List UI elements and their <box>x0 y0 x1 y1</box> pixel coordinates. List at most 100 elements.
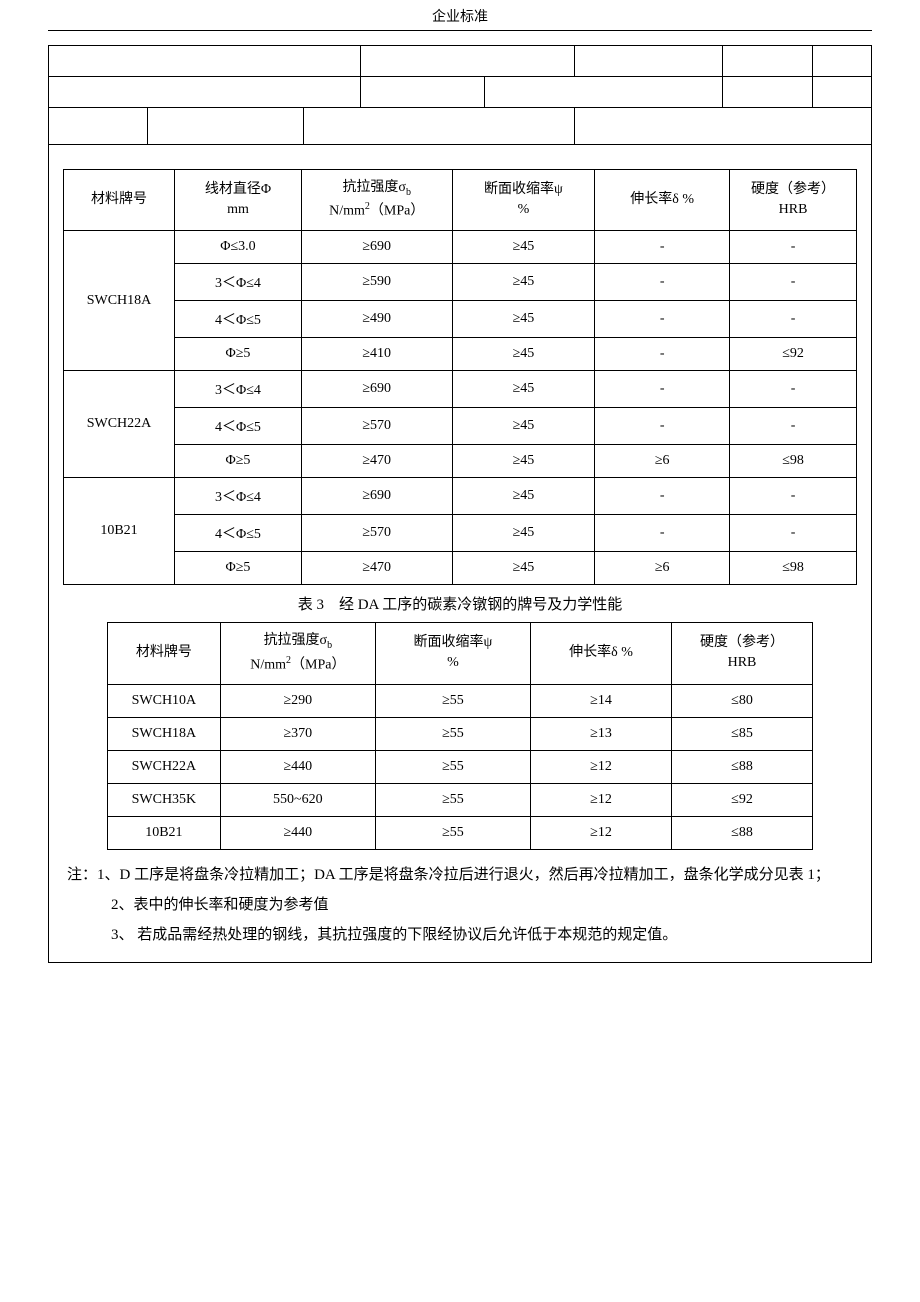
data-cell: ≤98 <box>730 445 857 478</box>
frame-cell <box>575 46 723 76</box>
data-cell: ≥12 <box>530 750 671 783</box>
data-cell: ≥14 <box>530 684 671 717</box>
data-cell: 4＜Φ≤5 <box>175 515 302 552</box>
data-cell: Φ≥5 <box>175 445 302 478</box>
data-cell: Φ≤3.0 <box>175 231 302 264</box>
table-header-cell: 硬度（参考）HRB <box>671 623 812 684</box>
data-cell: - <box>595 264 730 301</box>
data-cell: ≤85 <box>671 717 812 750</box>
note-1: 注：1、D 工序是将盘条冷拉精加工；DA 工序是将盘条冷拉后进行退火，然后再冷拉… <box>67 860 853 890</box>
outer-frame: 材料牌号线材直径Φmm抗拉强度σbN/mm2（MPa）断面收缩率ψ%伸长率δ %… <box>48 45 872 963</box>
data-cell: ≥690 <box>301 371 452 408</box>
data-cell: ≤88 <box>671 816 812 849</box>
material-cell: SWCH22A <box>64 371 175 478</box>
data-cell: - <box>595 338 730 371</box>
data-cell: ≥6 <box>595 552 730 585</box>
data-cell: - <box>730 515 857 552</box>
data-cell: ≥470 <box>301 445 452 478</box>
data-cell: SWCH18A <box>108 717 221 750</box>
table-row: SWCH35K550~620≥55≥12≤92 <box>108 783 813 816</box>
data-cell: ≥6 <box>595 445 730 478</box>
data-cell: ≥290 <box>220 684 375 717</box>
data-cell: ≥12 <box>530 816 671 849</box>
table-header-cell: 断面收缩率ψ% <box>452 170 595 231</box>
frame-cell <box>49 77 361 107</box>
frame-cell <box>723 46 813 76</box>
data-cell: SWCH10A <box>108 684 221 717</box>
frame-cell <box>813 77 871 107</box>
data-cell: Φ≥5 <box>175 338 302 371</box>
data-cell: ≥440 <box>220 816 375 849</box>
data-cell: ≥45 <box>452 552 595 585</box>
page-header: 企业标准 <box>48 0 872 31</box>
data-cell: ≥440 <box>220 750 375 783</box>
data-cell: - <box>730 478 857 515</box>
table-header-cell: 抗拉强度σbN/mm2（MPa） <box>301 170 452 231</box>
frame-cell <box>361 77 484 107</box>
inner-area: 材料牌号线材直径Φmm抗拉强度σbN/mm2（MPa）断面收缩率ψ%伸长率δ %… <box>49 145 871 950</box>
data-cell: 3＜Φ≤4 <box>175 371 302 408</box>
table-row: SWCH18A≥370≥55≥13≤85 <box>108 717 813 750</box>
table-header-cell: 硬度（参考）HRB <box>730 170 857 231</box>
data-cell: ≥45 <box>452 231 595 264</box>
frame-cell <box>148 108 304 144</box>
table-row: SWCH18AΦ≤3.0≥690≥45-- <box>64 231 857 264</box>
data-cell: SWCH35K <box>108 783 221 816</box>
table-row: 3＜Φ≤4≥590≥45-- <box>64 264 857 301</box>
table-3-caption: 表 3 经 DA 工序的碳素冷镦钢的牌号及力学性能 <box>63 585 857 622</box>
data-cell: ≥370 <box>220 717 375 750</box>
table-header-cell: 材料牌号 <box>64 170 175 231</box>
data-cell: ≥12 <box>530 783 671 816</box>
data-cell: - <box>595 371 730 408</box>
data-cell: - <box>595 408 730 445</box>
data-cell: 10B21 <box>108 816 221 849</box>
data-cell: ≥490 <box>301 301 452 338</box>
material-cell: SWCH18A <box>64 231 175 371</box>
data-cell: - <box>730 408 857 445</box>
table-row: Φ≥5≥410≥45-≤92 <box>64 338 857 371</box>
material-cell: 10B21 <box>64 478 175 585</box>
note-3: 3、 若成品需经热处理的钢线，其抗拉强度的下限经协议后允许低于本规范的规定值。 <box>67 920 853 950</box>
frame-cell <box>575 108 871 144</box>
frame-cell <box>49 46 361 76</box>
top-frame-row-1 <box>49 46 871 77</box>
data-cell: ≥410 <box>301 338 452 371</box>
table-header-cell: 断面收缩率ψ% <box>375 623 530 684</box>
data-cell: ≥55 <box>375 684 530 717</box>
data-cell: ≥45 <box>452 301 595 338</box>
data-cell: ≥45 <box>452 515 595 552</box>
data-cell: ≥13 <box>530 717 671 750</box>
table-3: 材料牌号抗拉强度σbN/mm2（MPa）断面收缩率ψ%伸长率δ %硬度（参考）H… <box>107 622 813 849</box>
frame-cell <box>304 108 575 144</box>
data-cell: ≥45 <box>452 408 595 445</box>
table-header-cell: 线材直径Φmm <box>175 170 302 231</box>
data-cell: 3＜Φ≤4 <box>175 478 302 515</box>
data-cell: SWCH22A <box>108 750 221 783</box>
table-row: Φ≥5≥470≥45≥6≤98 <box>64 552 857 585</box>
data-cell: 3＜Φ≤4 <box>175 264 302 301</box>
data-cell: ≤80 <box>671 684 812 717</box>
table-row: 4＜Φ≤5≥490≥45-- <box>64 301 857 338</box>
note-2: 2、表中的伸长率和硬度为参考值 <box>67 890 853 920</box>
table-row: 10B213＜Φ≤4≥690≥45-- <box>64 478 857 515</box>
table-row: 10B21≥440≥55≥12≤88 <box>108 816 813 849</box>
data-cell: Φ≥5 <box>175 552 302 585</box>
data-cell: - <box>595 301 730 338</box>
table-header-cell: 材料牌号 <box>108 623 221 684</box>
notes-block: 注：1、D 工序是将盘条冷拉精加工；DA 工序是将盘条冷拉后进行退火，然后再冷拉… <box>63 850 857 950</box>
data-cell: ≥590 <box>301 264 452 301</box>
frame-cell <box>49 108 148 144</box>
data-cell: ≥45 <box>452 338 595 371</box>
data-cell: ≥570 <box>301 408 452 445</box>
data-cell: - <box>730 371 857 408</box>
data-cell: ≤88 <box>671 750 812 783</box>
data-cell: ≤92 <box>730 338 857 371</box>
frame-cell <box>813 46 871 76</box>
data-cell: ≥470 <box>301 552 452 585</box>
data-cell: ≥55 <box>375 750 530 783</box>
table-header-cell: 抗拉强度σbN/mm2（MPa） <box>220 623 375 684</box>
frame-cell <box>485 77 723 107</box>
table-header-cell: 伸长率δ % <box>595 170 730 231</box>
data-cell: - <box>595 515 730 552</box>
data-cell: ≥55 <box>375 717 530 750</box>
